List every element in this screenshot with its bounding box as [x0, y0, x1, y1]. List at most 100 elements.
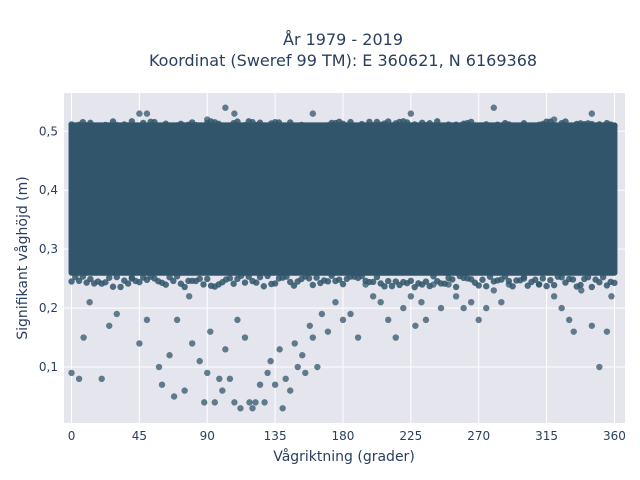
- edge-point: [260, 283, 268, 290]
- data-point: [68, 369, 75, 377]
- data-point: [256, 381, 264, 388]
- data-point: [264, 369, 271, 377]
- edge-point: [109, 283, 117, 290]
- edge-point: [68, 278, 75, 285]
- data-point: [324, 328, 332, 335]
- edge-point: [547, 276, 554, 284]
- data-point: [181, 387, 188, 394]
- data-point: [588, 322, 596, 329]
- edge-point: [173, 273, 181, 280]
- x-tick-label: 315: [535, 429, 558, 443]
- edge-point: [369, 278, 377, 286]
- data-point: [246, 399, 253, 406]
- edge-point: [588, 283, 596, 291]
- data-point: [252, 399, 259, 406]
- edge-point: [501, 273, 509, 280]
- edge-point: [475, 282, 482, 289]
- data-point: [216, 375, 223, 383]
- edge-point: [87, 119, 94, 127]
- data-point: [282, 375, 289, 383]
- data-point: [188, 340, 196, 347]
- edge-point: [385, 277, 392, 285]
- data-point: [294, 363, 301, 371]
- data-point: [261, 399, 268, 406]
- data-point: [276, 346, 283, 353]
- data-point: [550, 116, 558, 123]
- x-tick-label: 0: [68, 429, 76, 443]
- data-point: [407, 293, 415, 300]
- data-point: [158, 381, 166, 388]
- edge-point: [196, 275, 203, 282]
- data-point: [75, 375, 83, 383]
- data-point: [314, 363, 321, 371]
- data-point: [369, 293, 377, 300]
- data-point: [603, 328, 611, 335]
- dense-data-band: [68, 118, 618, 291]
- data-point: [271, 381, 279, 388]
- edge-point: [290, 282, 298, 289]
- data-point: [231, 399, 238, 406]
- edge-point: [449, 276, 456, 283]
- edge-point: [498, 124, 505, 132]
- data-point: [498, 298, 505, 306]
- edge-point: [226, 275, 234, 282]
- edge-point: [558, 274, 565, 281]
- data-point: [566, 316, 573, 324]
- edge-point: [245, 273, 252, 280]
- edge-point: [106, 124, 113, 132]
- data-point: [445, 281, 452, 288]
- data-point: [222, 346, 229, 353]
- data-point: [98, 375, 105, 383]
- edge-point: [170, 277, 177, 285]
- dense-band: [68, 122, 618, 276]
- edge-point: [151, 118, 158, 126]
- edge-point: [215, 120, 222, 128]
- edge-point: [253, 279, 260, 286]
- data-point: [422, 316, 430, 324]
- y-tick-label: 0,5: [39, 124, 58, 138]
- edge-point: [283, 125, 290, 132]
- edge-point: [550, 281, 558, 289]
- edge-point: [373, 273, 381, 281]
- data-point: [249, 405, 256, 412]
- edge-point: [143, 122, 151, 130]
- edge-point: [539, 275, 547, 282]
- chart-title-line2: Koordinat (Sweref 99 TM): E 360621, N 61…: [149, 51, 537, 70]
- data-point: [483, 304, 490, 312]
- edge-point: [328, 272, 335, 279]
- edge-point: [283, 273, 290, 280]
- data-point: [80, 334, 87, 341]
- data-point: [578, 287, 585, 294]
- edge-point: [136, 278, 143, 286]
- edge-point: [124, 123, 132, 130]
- data-point: [309, 110, 317, 117]
- data-point: [535, 281, 543, 288]
- data-point: [306, 322, 314, 329]
- edge-point: [483, 283, 490, 290]
- scatter-points: [68, 104, 615, 412]
- data-point: [400, 304, 407, 312]
- data-point: [173, 316, 181, 324]
- edge-point: [336, 276, 343, 283]
- edge-point: [347, 118, 354, 126]
- edge-point: [79, 273, 87, 280]
- data-point: [299, 352, 306, 359]
- edge-point: [181, 283, 188, 291]
- edge-point: [388, 282, 396, 290]
- edge-point: [577, 281, 584, 289]
- edge-point: [264, 272, 271, 280]
- x-tick-label: 180: [332, 429, 355, 443]
- y-tick-labels: 0,1 0,2 0,3 0,4 0,5: [39, 124, 58, 374]
- data-point: [136, 110, 143, 117]
- data-point: [241, 334, 249, 341]
- data-point: [201, 399, 208, 406]
- edge-point: [599, 273, 607, 281]
- edge-point: [230, 280, 237, 287]
- data-point: [475, 316, 482, 324]
- data-point: [407, 110, 415, 117]
- edge-point: [106, 274, 113, 281]
- data-point: [211, 399, 219, 406]
- data-point: [143, 110, 151, 117]
- data-point: [608, 293, 615, 300]
